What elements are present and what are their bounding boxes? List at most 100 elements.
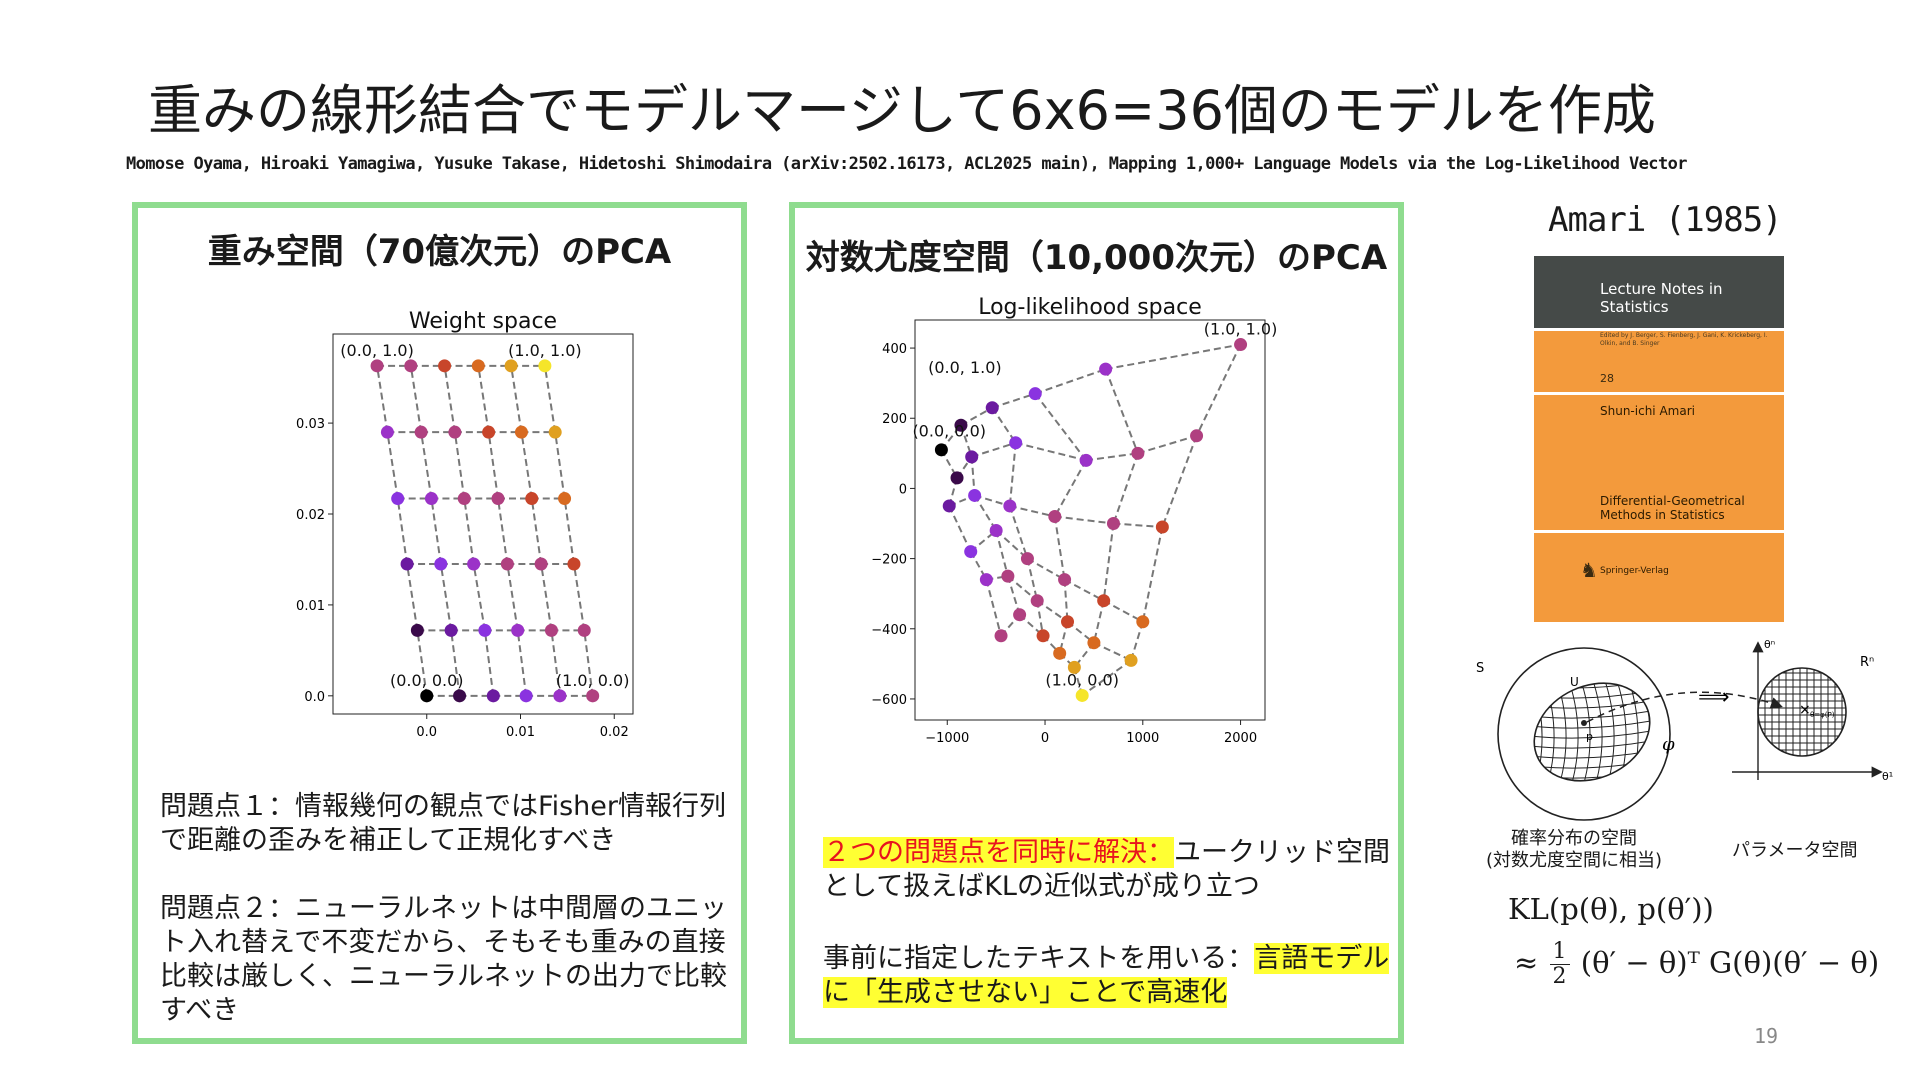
data-point: [1009, 436, 1023, 450]
grid-edge: [1112, 453, 1139, 524]
fraction-denominator: 2: [1552, 964, 1567, 989]
half-fraction: 1 2: [1549, 940, 1570, 989]
x-tick-label: 2000: [1224, 731, 1257, 746]
label-p: p: [1586, 730, 1593, 743]
grid-edge: [572, 563, 586, 631]
y-tick-label: 400: [882, 342, 907, 357]
weight-space-panel: 重み空間（70億次元）のPCA Weight space 0.0 0.01 0.02 0…: [132, 202, 747, 1044]
manifold-grid-line: [1518, 701, 1666, 719]
data-point: [400, 557, 414, 571]
issue-2-text: 問題点２：ニューラルネットは中間層のユニット入れ替えで不変だから、そもそも重みの…: [160, 893, 727, 1026]
grid-edge: [540, 563, 553, 631]
weight-space-chart: Weight space 0.0 0.01 0.02 0.0 0.01 0.02 0.03 (0…: [296, 309, 634, 740]
grid-edge: [386, 432, 399, 499]
data-point: [1013, 608, 1027, 622]
data-point: [1190, 429, 1204, 443]
grid-edge: [1141, 526, 1164, 622]
data-point: [558, 492, 572, 506]
manifold-grid-line: [1657, 664, 1666, 800]
data-point: [586, 689, 600, 703]
data-point: [1087, 636, 1101, 650]
data-point: [942, 499, 956, 513]
probability-space-label: 確率分布の空間 (対数尤度空間に相当): [1485, 828, 1663, 871]
data-point: [968, 488, 982, 502]
data-point: [482, 425, 496, 439]
data-point: [950, 471, 964, 485]
label-theta-n: θⁿ: [1764, 638, 1775, 651]
book-divider: [1534, 392, 1784, 395]
grid-edge: [1092, 600, 1105, 644]
grid-edge: [948, 505, 972, 553]
y-tick-label: 200: [882, 412, 907, 427]
data-point: [1097, 594, 1111, 608]
data-point: [1048, 509, 1062, 523]
data-point: [434, 557, 448, 571]
manifold-grid-line: [1518, 711, 1666, 729]
book-cover-image: Lecture Notes in Statistics Edited by J.…: [1534, 256, 1784, 622]
manifold-grid-line: [1502, 802, 1692, 818]
corner-label: (1.0, 0.0): [556, 671, 630, 690]
data-point: [391, 492, 405, 506]
springer-logo-icon: ♞: [1580, 558, 1598, 582]
grid-edge: [396, 498, 409, 565]
book-volume: 28: [1600, 372, 1614, 385]
data-point: [420, 689, 434, 703]
slide-title: 重みの線形結合でモデルマージして6x6=36個のモデルを作成: [148, 79, 1656, 142]
solution-text: ２つの問題点を同時に解決：ユークリッド空間として扱えばKLの近似式が成り立つ: [823, 836, 1393, 904]
x-tick-label: 0.0: [416, 725, 437, 740]
manifold-grid-line: [1518, 761, 1666, 779]
grid-edge: [406, 563, 419, 631]
grid-edge: [453, 432, 466, 499]
manifold-diagram: S U p ⟹ φ × θ=φ(P) θⁿ Rⁿ θ¹: [1476, 638, 1893, 821]
corner-label: (1.0, 1.0): [1204, 320, 1278, 339]
y-tick-label: 0.02: [296, 508, 325, 523]
grid-edge: [1063, 579, 1069, 622]
grid-edge: [1026, 557, 1066, 581]
grid-edge: [1161, 435, 1198, 528]
grid-edge: [1064, 578, 1105, 602]
prespecified-text: 事前に指定したテキストを用いる：言語モデルに「生成させない」ことで高速化: [823, 942, 1393, 1010]
label-theta-1: θ¹: [1882, 770, 1893, 783]
grid-edge: [506, 563, 519, 631]
grid-edge: [1137, 434, 1197, 455]
y-tick-label: 0: [899, 482, 907, 497]
label-map: θ=φ(P): [1810, 711, 1835, 719]
data-point: [500, 557, 514, 571]
grid-edge: [1102, 523, 1115, 601]
manifold-s-circle: [1497, 647, 1671, 821]
grid-edge: [439, 563, 453, 631]
grid-edge: [1053, 459, 1087, 517]
grid-edge: [1008, 505, 1029, 559]
amari-caption: Amari (1985): [1548, 200, 1783, 240]
grid-edge: [1195, 344, 1242, 437]
data-point: [1001, 569, 1015, 583]
label-rn: Rⁿ: [1860, 655, 1874, 670]
data-point: [1099, 362, 1113, 376]
data-point: [567, 557, 581, 571]
data-point: [1136, 615, 1150, 629]
chart-title: Log-likelihood space: [978, 295, 1202, 320]
grid-edge: [1054, 515, 1114, 525]
grid-edge: [971, 441, 1017, 458]
grid-edge: [1113, 522, 1163, 529]
data-point: [370, 359, 384, 373]
kl-formula-line1: KL(p(θ), p(θ′)): [1508, 892, 1714, 926]
manifold-grid-line: [1518, 664, 1666, 679]
page-number: 19: [1754, 1024, 1779, 1048]
manifold-grid-line: [1682, 662, 1698, 802]
grid-edge: [416, 630, 428, 696]
grid-edge: [543, 365, 557, 433]
grid-edge: [554, 432, 566, 499]
data-point: [1079, 453, 1093, 467]
data-point: [486, 689, 500, 703]
grid-edge: [483, 630, 495, 696]
manifold-grid-line: [1518, 791, 1666, 800]
grid-edge: [991, 392, 1036, 409]
data-point: [965, 450, 979, 464]
data-point: [511, 623, 525, 637]
data-point: [471, 359, 485, 373]
corner-label: (0.0, 1.0): [340, 341, 414, 360]
grid-edge: [1105, 343, 1241, 371]
data-point: [994, 629, 1008, 643]
book-author: Shun-ichi Amari: [1600, 404, 1695, 418]
